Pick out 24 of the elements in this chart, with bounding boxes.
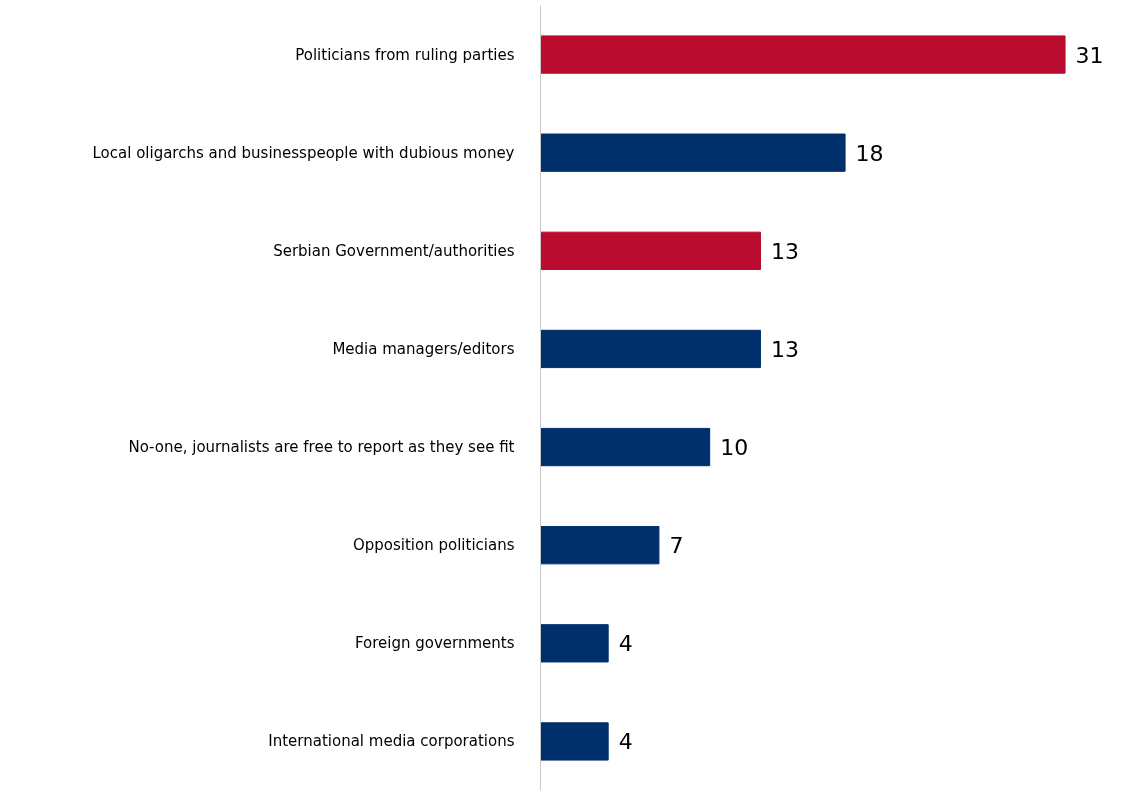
bar — [540, 133, 846, 172]
data-label: 4 — [618, 631, 633, 657]
data-label: 7 — [669, 533, 684, 559]
bar — [540, 231, 761, 270]
y-tick-label: International media corporations — [268, 732, 515, 751]
data-label: 13 — [770, 238, 799, 264]
y-tick-label: Local oligarchs and businesspeople with dubious money — [92, 143, 515, 162]
y-tick-label: Foreign governments — [354, 634, 515, 653]
data-label: 10 — [720, 435, 749, 461]
y-tick-label: No-one, journalists are free to report as they see fit — [128, 438, 515, 457]
y-tick-label: Opposition politicians — [352, 536, 515, 555]
data-label: 31 — [1075, 42, 1104, 68]
data-label: 18 — [855, 140, 884, 166]
y-tick-label: Serbian Government/authorities — [273, 241, 515, 260]
y-tick-label: Media managers/editors — [332, 339, 515, 358]
data-label: 13 — [770, 336, 799, 362]
bar — [540, 526, 660, 565]
bar — [540, 329, 761, 369]
y-tick-label: Politicians from ruling parties — [295, 45, 515, 64]
bar — [540, 35, 1066, 74]
data-label: 4 — [618, 729, 633, 755]
bar — [540, 624, 609, 663]
bar — [540, 427, 711, 467]
bar — [540, 722, 609, 761]
